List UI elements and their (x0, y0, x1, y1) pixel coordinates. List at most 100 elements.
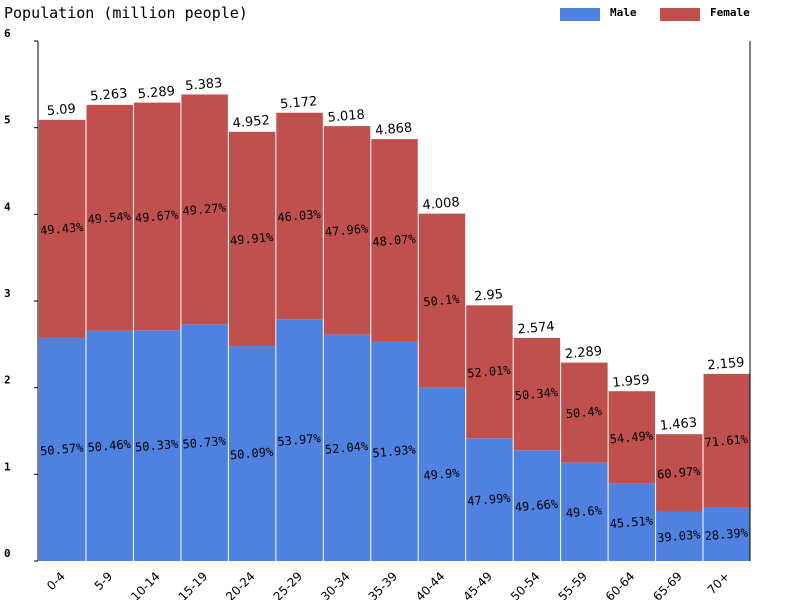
total-label: 5.018 (327, 108, 365, 126)
share-label: 45.51% (609, 513, 654, 531)
bar-segment (561, 462, 608, 561)
bar-segment (608, 483, 656, 561)
total-label: 5.263 (90, 86, 128, 104)
share-label: 39.03% (657, 527, 702, 545)
x-tick-label: 40-44 (413, 569, 448, 600)
bar-segment (703, 373, 750, 508)
bar-segment (39, 337, 86, 561)
y-tick-label: 2 (4, 374, 11, 387)
total-label: 1.463 (659, 416, 697, 434)
x-tick-label: 65-69 (650, 569, 685, 600)
x-tick-label: 70+ (705, 569, 733, 597)
legend-label: Female (710, 6, 750, 19)
total-label: 5.383 (185, 76, 223, 94)
share-label: 49.6% (565, 503, 603, 520)
bar-segment (608, 391, 656, 484)
legend-swatch (560, 8, 600, 21)
share-label: 47.99% (467, 491, 512, 509)
bar-segment (466, 305, 513, 439)
x-tick-label: 60-64 (603, 569, 638, 600)
total-label: 5.289 (137, 84, 175, 102)
share-label: 50.46% (87, 437, 132, 455)
bar-segment (276, 112, 323, 320)
share-label: 49.67% (134, 208, 179, 226)
bar-segment (86, 330, 133, 561)
x-tick-label: 5-9 (92, 569, 116, 593)
y-tick-label: 0 (4, 547, 11, 560)
share-label: 51.93% (372, 443, 417, 461)
share-label: 60.97% (657, 464, 702, 482)
share-label: 49.66% (514, 497, 559, 515)
bar-segment (656, 511, 703, 561)
legend-swatch (660, 8, 700, 21)
bar-segment (466, 438, 513, 561)
y-tick-label: 3 (4, 287, 11, 300)
share-label: 48.07% (372, 232, 417, 250)
total-label: 5.09 (46, 102, 76, 119)
total-label: 4.008 (422, 195, 460, 213)
share-label: 49.54% (87, 209, 132, 227)
bar-segment (418, 387, 466, 561)
share-label: 50.57% (40, 441, 85, 459)
bar-segment (323, 126, 371, 335)
bar-segment (418, 213, 466, 388)
bar-segment (228, 131, 276, 347)
bar-segment (181, 94, 228, 325)
total-label: 2.159 (707, 355, 745, 373)
x-tick-label: 45-49 (460, 569, 495, 600)
y-tick-label: 5 (4, 114, 11, 127)
share-label: 49.43% (40, 220, 85, 238)
x-tick-label: 50-54 (508, 569, 543, 600)
share-label: 53.97% (277, 431, 322, 449)
x-tick-label: 25-29 (271, 569, 306, 600)
legend-label: Male (610, 6, 637, 19)
total-label: 5.172 (280, 94, 318, 112)
bar-segment (656, 434, 703, 512)
share-label: 50.4% (565, 404, 603, 421)
total-label: 2.95 (474, 287, 504, 304)
total-label: 4.952 (232, 113, 270, 131)
share-label: 28.39% (704, 526, 749, 544)
x-tick-label: 0-4 (44, 569, 68, 593)
share-label: 49.9% (423, 466, 461, 483)
y-tick-label: 1 (4, 460, 11, 473)
x-tick-label: 10-14 (128, 569, 163, 600)
total-label: 2.574 (517, 319, 555, 337)
share-label: 47.96% (324, 221, 369, 239)
share-label: 50.1% (423, 292, 461, 309)
share-label: 71.61% (704, 432, 749, 450)
share-label: 46.03% (277, 207, 322, 225)
x-tick-label: 55-59 (555, 569, 590, 600)
total-label: 4.868 (375, 121, 413, 139)
share-label: 52.01% (467, 363, 512, 381)
bar-segment (228, 346, 276, 561)
bar-segment (561, 362, 608, 463)
bar-segment (133, 330, 181, 561)
share-label: 54.49% (609, 429, 654, 447)
bar-segment (323, 334, 371, 561)
bar-segment (86, 104, 133, 331)
x-tick-label: 35-39 (366, 569, 401, 600)
share-label: 50.33% (134, 437, 179, 455)
bar-segment (276, 319, 323, 561)
total-label: 1.959 (612, 373, 650, 391)
total-label: 2.289 (564, 344, 602, 362)
share-label: 50.73% (182, 434, 227, 452)
bar-segment (371, 341, 418, 561)
bar-segment (133, 102, 181, 331)
share-label: 49.27% (182, 200, 227, 218)
y-tick-label: 4 (4, 200, 11, 213)
bar-segment (39, 119, 86, 338)
x-tick-label: 20-24 (223, 569, 258, 600)
share-label: 50.34% (514, 385, 559, 403)
y-tick-label: 6 (4, 27, 11, 40)
share-label: 49.91% (229, 230, 274, 248)
share-label: 52.04% (324, 439, 369, 457)
bar-segment (181, 324, 228, 561)
bar-segment (513, 337, 561, 451)
share-label: 50.09% (229, 445, 274, 463)
bar-segment (371, 139, 418, 342)
x-tick-label: 30-34 (318, 569, 353, 600)
bar-segment (703, 507, 750, 561)
